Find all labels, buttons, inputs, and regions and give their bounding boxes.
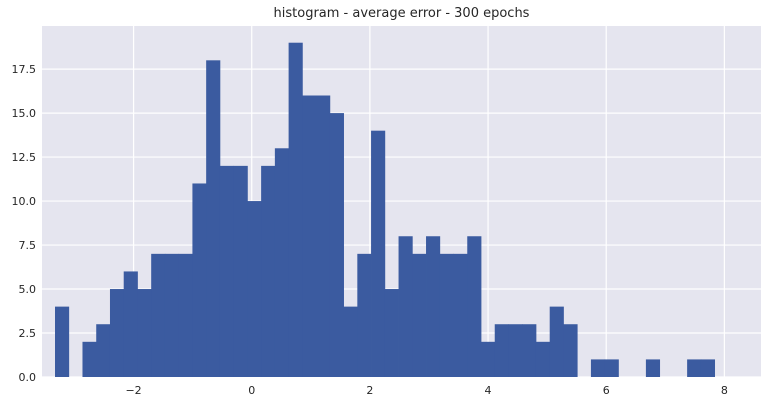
x-tick-label: 2 (366, 384, 373, 397)
histogram-bar (329, 113, 344, 377)
histogram-bar (522, 324, 537, 377)
histogram-bar (164, 253, 180, 377)
x-tick-label: 8 (721, 384, 728, 397)
histogram-bar (508, 324, 523, 377)
histogram-bar (357, 253, 372, 377)
y-tick-label: 12.5 (12, 151, 37, 164)
histogram-bar (439, 253, 454, 377)
histogram-bar (151, 253, 166, 377)
histogram-bar (206, 60, 221, 378)
histogram-bar (343, 306, 358, 377)
histogram-bar (645, 359, 661, 377)
x-axis-ticks: −2 0 2 4 6 8 (125, 384, 727, 397)
histogram-bar (82, 341, 97, 377)
histogram-bar (371, 130, 386, 377)
histogram-bar (55, 306, 70, 377)
histogram-bar (302, 95, 317, 377)
histogram-bar (96, 324, 111, 377)
histogram-bar (261, 165, 276, 377)
histogram-bar (467, 236, 482, 377)
x-tick-label: 6 (603, 384, 610, 397)
y-tick-label: 5.0 (19, 283, 37, 296)
histogram-bar (604, 359, 619, 377)
histogram-bar (178, 253, 193, 377)
x-tick-label: −2 (125, 384, 141, 397)
histogram-bar (192, 183, 207, 377)
histogram-bar (563, 324, 578, 377)
histogram-bar (247, 201, 262, 377)
histogram-bar (481, 341, 496, 377)
histogram-bar (384, 289, 399, 377)
y-tick-label: 7.5 (19, 239, 37, 252)
histogram-bar (590, 359, 606, 377)
histogram-bar (219, 165, 235, 377)
histogram-bar (274, 148, 290, 377)
histogram-bar (426, 236, 441, 377)
histogram-bar (398, 236, 413, 377)
histogram-bar (700, 359, 716, 377)
y-axis-ticks: 0.0 2.5 5.0 7.5 10.0 12.5 15.0 17.5 (12, 63, 37, 384)
histogram-bar (412, 253, 427, 377)
histogram-bar (123, 271, 138, 377)
histogram-bar (687, 359, 702, 377)
y-tick-label: 17.5 (12, 63, 37, 76)
x-tick-label: 0 (248, 384, 255, 397)
y-tick-label: 15.0 (12, 107, 37, 120)
histogram-bar (453, 253, 468, 377)
chart-title: histogram - average error - 300 epochs (273, 6, 530, 21)
y-tick-label: 10.0 (12, 195, 37, 208)
histogram-bar (288, 42, 303, 378)
y-tick-label: 0.0 (19, 371, 37, 384)
y-tick-label: 2.5 (19, 327, 37, 340)
histogram-bar (494, 324, 509, 377)
histogram-bar (109, 289, 125, 377)
histogram-bar (233, 165, 248, 377)
histogram-bar (316, 95, 331, 377)
histogram-bars (55, 42, 716, 378)
histogram-bar (549, 306, 564, 377)
histogram-bar (137, 289, 152, 377)
histogram-bar (535, 341, 551, 377)
x-tick-label: 4 (485, 384, 492, 397)
